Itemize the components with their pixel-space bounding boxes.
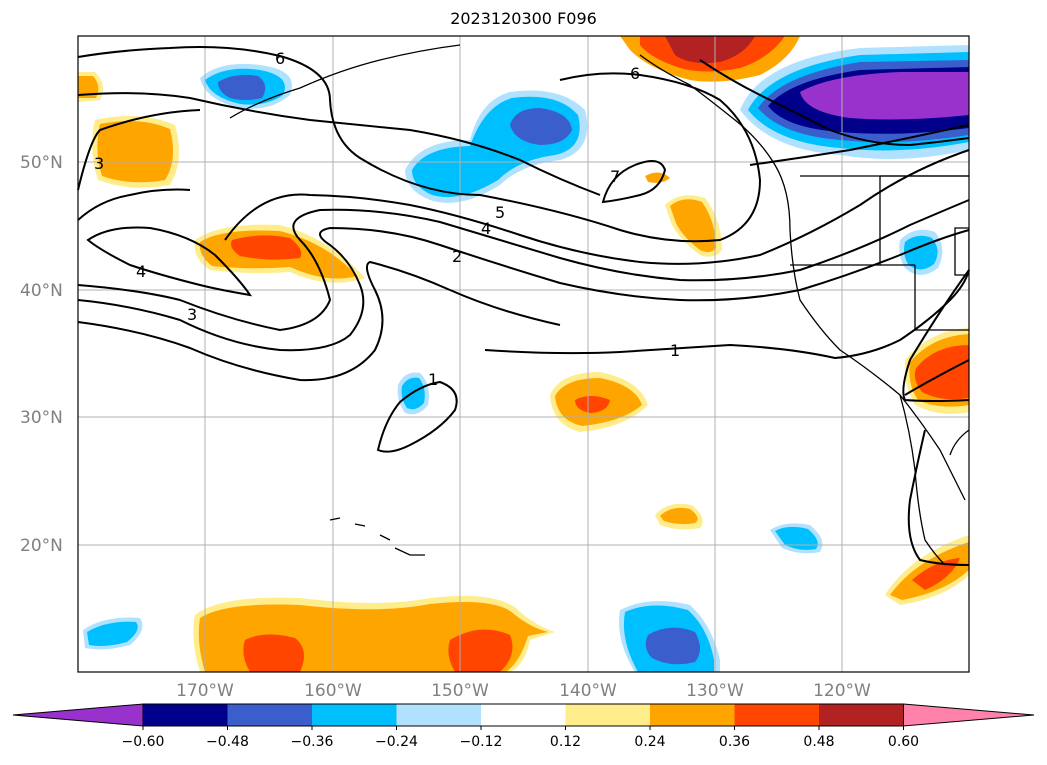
colorbar-tick-label: 0.36: [719, 734, 750, 750]
negative-anomaly-far-west: [83, 617, 143, 650]
colorbar-segment: [819, 704, 904, 726]
lon-label: 170°W: [176, 681, 234, 701]
contour-lines: [77, 46, 970, 566]
lat-label: 30°N: [20, 408, 63, 428]
lon-label: 120°W: [813, 681, 871, 701]
negative-anomaly-tropical-east: [770, 523, 823, 554]
colorbar-segment: [227, 704, 313, 726]
lat-label: 20°N: [20, 536, 63, 556]
anomaly-fill-layer: [78, 36, 969, 672]
negative-anomaly-central: [405, 90, 588, 203]
positive-anomaly-baja: [885, 535, 969, 605]
latitude-labels: 50°N 40°N 30°N 20°N: [20, 153, 63, 556]
colorbar-tick-label: −0.60: [122, 734, 165, 750]
negative-anomaly-tropical-south: [619, 601, 720, 672]
positive-anomaly-tropical-band: [193, 595, 556, 672]
positive-anomaly-subtropical-central: [550, 372, 648, 432]
colorbar-tick-label: −0.24: [375, 734, 418, 750]
lat-label: 50°N: [20, 153, 63, 173]
negative-anomaly-gulf-of-alaska: [740, 45, 969, 159]
colorbar-tick-label: 0.48: [803, 734, 834, 750]
positive-anomaly-southern-california: [904, 328, 969, 414]
colorbar-tick-label: 0.12: [550, 734, 581, 750]
colorbar-frame: [142, 703, 904, 727]
negative-anomaly-subtropical: [397, 372, 429, 415]
contour-label: 6: [630, 64, 640, 83]
colorbar-segment: [143, 704, 228, 726]
colorbar-segment: [396, 704, 482, 726]
contour-label: 4: [136, 262, 146, 281]
colorbar-extend-high: [903, 703, 1035, 727]
colorbar-tick-label: −0.12: [460, 734, 503, 750]
contour-label: 3: [187, 305, 197, 324]
lon-label: 140°W: [559, 681, 617, 701]
positive-anomaly-tropical-small: [655, 503, 703, 530]
contour-label: 6: [275, 49, 285, 68]
lon-label: 150°W: [431, 681, 489, 701]
colorbar-segment: [481, 704, 566, 726]
positive-anomaly-west-north: [78, 72, 179, 188]
contour-label: 2: [452, 247, 462, 266]
colorbar-tick-label: −0.36: [291, 734, 334, 750]
contour-label: 1: [428, 370, 438, 389]
colorbar-tick-label: 0.24: [634, 734, 665, 750]
contour-label: 7: [610, 167, 620, 186]
contour-label: 3: [94, 154, 104, 173]
contour-label: 1: [670, 341, 680, 360]
contour-label: 5: [495, 203, 505, 222]
colorbar-segment: [650, 704, 735, 726]
colorbar-segment: [734, 704, 820, 726]
longitude-labels: 170°W 160°W 150°W 140°W 130°W 120°W: [176, 681, 871, 701]
lat-label: 40°N: [20, 281, 63, 301]
map-frame: [77, 35, 970, 673]
colorbar-tick-label: 0.60: [888, 734, 919, 750]
positive-anomaly-alaska: [620, 36, 800, 82]
colorbar: −0.60 −0.48 −0.36 −0.24 −0.12 0.12 0.24 0.36 0.4…: [12, 703, 1035, 750]
negative-anomaly-aleutians: [200, 63, 292, 109]
lon-label: 130°W: [686, 681, 744, 701]
colorbar-extend-low: [12, 703, 144, 727]
contour-label: 4: [481, 219, 491, 238]
colorbar-tick-label: −0.48: [206, 734, 249, 750]
coastlines: [229, 44, 969, 566]
colorbar-segment: [565, 704, 651, 726]
map-title: 2023120300 F096: [450, 9, 597, 28]
contour-label-layer: 6 6 3 7 5 4 4 2 3 1 1: [94, 49, 680, 389]
map-area: [78, 36, 969, 672]
lon-label: 160°W: [304, 681, 362, 701]
colorbar-segment: [312, 704, 397, 726]
negative-anomaly-pacific-northwest: [899, 229, 943, 275]
